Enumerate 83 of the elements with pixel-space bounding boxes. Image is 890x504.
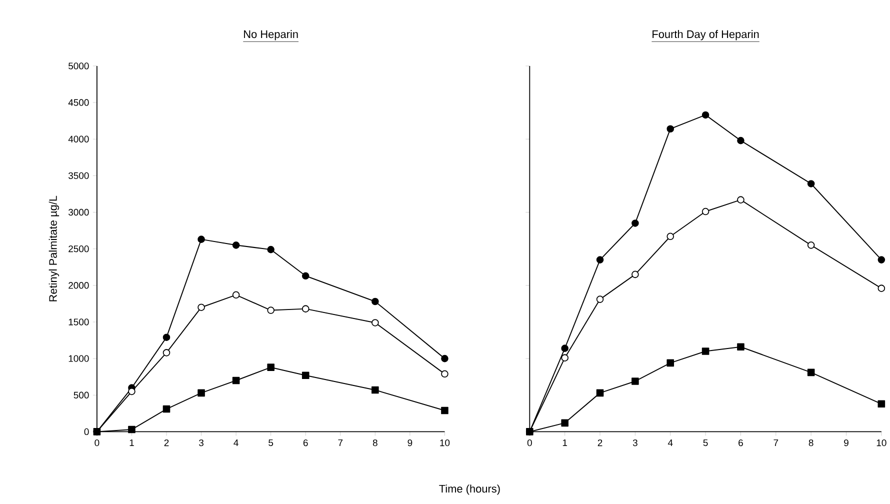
y-tick-label: 4500 [68, 99, 89, 106]
x-tick-label: 5 [268, 440, 274, 446]
point [561, 344, 568, 352]
x-tick-label: 6 [303, 440, 308, 446]
point [702, 111, 710, 119]
x-tick-label: 9 [844, 440, 848, 446]
point [807, 368, 815, 376]
x-tick-label: 7 [774, 440, 778, 446]
point [596, 389, 604, 397]
x-tick-label: 9 [408, 440, 412, 446]
point [128, 388, 136, 396]
point [162, 406, 170, 413]
point [737, 196, 744, 204]
point [737, 343, 744, 351]
x-tick-label: 8 [808, 440, 814, 446]
point [702, 348, 710, 356]
point [232, 291, 240, 299]
y-tick-label: 2000 [68, 282, 89, 289]
y-tick-label: 3000 [68, 209, 89, 216]
y-tick-label: 500 [74, 392, 89, 399]
point [232, 377, 240, 384]
y-tick-label: 1000 [68, 355, 89, 362]
point [267, 306, 274, 314]
point [302, 372, 310, 380]
x-tick-label: 3 [199, 440, 204, 446]
y-tick-label: 5000 [68, 62, 89, 70]
point [596, 256, 604, 264]
point [878, 256, 886, 264]
point [807, 242, 815, 249]
point [198, 304, 205, 312]
point [372, 298, 379, 306]
point [702, 208, 710, 216]
y-tick-label: 0 [84, 428, 89, 436]
point [632, 270, 639, 278]
point [807, 180, 815, 188]
point [198, 389, 205, 397]
point [441, 355, 448, 362]
point [372, 386, 379, 394]
y-tick-label: 3500 [68, 172, 89, 180]
y-axis-title: Retinyl Palmitate µg/L [48, 196, 60, 302]
point [666, 232, 674, 240]
point [232, 242, 240, 249]
point [878, 400, 886, 408]
point [267, 246, 274, 254]
x-tick-label: 5 [703, 440, 708, 446]
chart-title: No Heparin [244, 30, 298, 40]
point [632, 378, 639, 386]
point [162, 349, 170, 357]
point [198, 236, 205, 244]
point [267, 364, 274, 372]
x-tick-label: 1 [130, 440, 134, 446]
x-tick-label: 10 [440, 440, 450, 446]
x-tick-label: 1 [562, 440, 567, 446]
x-tick-label: 2 [598, 440, 602, 446]
x-tick-label: 3 [632, 440, 638, 446]
point [372, 319, 379, 327]
x-tick-label: 8 [372, 440, 378, 446]
x-tick-label: 4 [668, 440, 673, 446]
point [737, 137, 744, 144]
point [441, 407, 448, 414]
x-tick-label: 4 [234, 440, 238, 446]
point [441, 370, 448, 378]
point [666, 125, 674, 133]
point [302, 305, 310, 313]
x-tick-label: 6 [738, 440, 743, 446]
chart-title: Fourth Day of Heparin [652, 30, 759, 40]
x-tick-label: 7 [338, 440, 343, 446]
point [596, 296, 604, 304]
x-tick-label: 0 [94, 440, 100, 446]
point [666, 359, 674, 367]
point [128, 426, 136, 434]
point [561, 419, 568, 427]
y-tick-label: 4000 [68, 136, 89, 143]
point [561, 354, 568, 362]
x-tick-label: 2 [164, 440, 169, 446]
x-axis-title: Time (hours) [439, 484, 500, 495]
y-tick-label: 2500 [68, 246, 89, 252]
point [162, 334, 170, 342]
point [302, 272, 310, 280]
point [632, 220, 639, 228]
x-tick-label: 10 [876, 440, 886, 446]
y-tick-label: 1500 [68, 318, 89, 326]
x-tick-label: 0 [527, 440, 532, 446]
